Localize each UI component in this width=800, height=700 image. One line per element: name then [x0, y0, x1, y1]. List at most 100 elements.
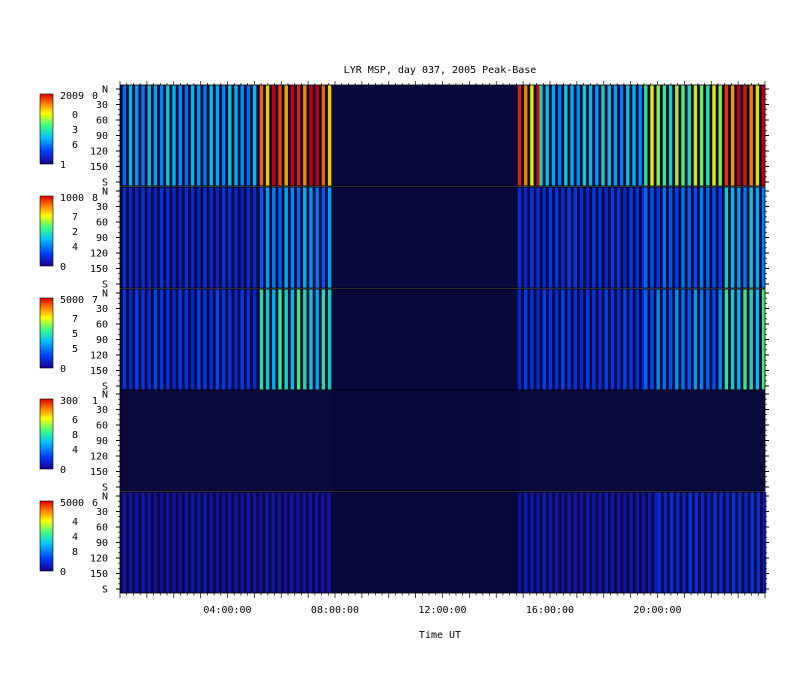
scan-stripe: [252, 289, 257, 390]
colorbar-tick-label: 5: [72, 329, 78, 340]
scan-stripe: [617, 187, 621, 288]
scan-stripe: [713, 492, 717, 593]
y-tick-label: 90: [96, 233, 108, 244]
scan-stripe: [296, 492, 300, 593]
colorbar-tick-label: 5: [72, 344, 78, 355]
scan-stripe: [573, 289, 577, 390]
scan-stripe: [141, 289, 145, 390]
scan-stripe: [265, 85, 270, 186]
scan-stripe: [517, 492, 522, 593]
scan-stripe: [303, 85, 307, 186]
scan-stripe: [656, 289, 660, 390]
scan-stripe: [548, 187, 553, 288]
scan-stripe: [315, 85, 319, 186]
y-tick-label: S: [102, 483, 108, 494]
colorbar-min-label: 0: [60, 262, 66, 273]
colorbar-max-label: 5000: [60, 498, 84, 509]
scan-stripe: [675, 289, 679, 390]
y-tick-label-extra: 8: [92, 193, 98, 204]
scan-stripe: [610, 289, 615, 390]
scan-stripe: [668, 85, 673, 186]
colorbar-gradient: [39, 398, 54, 470]
x-tick-label: 16:00:00: [526, 605, 574, 616]
scan-stripe: [147, 492, 151, 593]
scan-stripe: [178, 85, 182, 186]
scan-stripe: [172, 187, 176, 288]
scan-stripe: [570, 85, 574, 186]
scan-stripe: [272, 187, 276, 288]
panel-5: N 30 60 90 120 150 S 6: [90, 492, 769, 596]
scan-stripe: [308, 492, 313, 593]
scan-stripe: [524, 85, 528, 186]
scan-stripe: [743, 187, 747, 288]
colorbar-max-label: 2009: [60, 91, 84, 102]
y-tick-label: N: [102, 390, 108, 401]
scan-stripe: [215, 85, 220, 186]
scan-stripe: [303, 289, 307, 390]
activity-block: [259, 187, 332, 288]
scan-stripe: [147, 289, 151, 390]
scan-stripe: [259, 85, 264, 186]
scan-stripe: [610, 187, 615, 288]
scan-stripe: [623, 187, 627, 288]
colorbar-tick-label: 4: [72, 532, 78, 543]
scan-stripe: [604, 492, 608, 593]
colorbar-tick-label: 7: [72, 212, 78, 223]
x-axis: 04:00:00 08:00:00 12:00:00 16:00:00 20:00:00: [119, 81, 766, 616]
colorbar-tick-label: 6: [72, 140, 78, 151]
scan-stripe: [327, 492, 331, 593]
colorbar-min-label: 0: [60, 364, 66, 375]
scan-stripe: [724, 187, 729, 288]
scan-stripe: [638, 85, 642, 186]
x-axis-label: Time UT: [419, 630, 461, 641]
activity-block: [644, 289, 722, 390]
scan-stripe: [694, 492, 699, 593]
scan-stripe: [668, 289, 673, 390]
scan-stripe: [259, 187, 264, 288]
scan-stripe: [203, 492, 207, 593]
scan-stripe: [265, 289, 270, 390]
scan-stripe: [197, 85, 201, 186]
y-tick-label: 30: [96, 304, 108, 315]
scan-stripe: [284, 289, 288, 390]
scan-stripe: [675, 85, 679, 186]
scan-stripe: [240, 187, 244, 288]
scan-stripe: [675, 187, 679, 288]
scan-stripe: [539, 85, 543, 186]
scan-stripe: [215, 187, 220, 288]
colorbar-tick-label: 3: [72, 125, 78, 136]
colorbar-4: 300 6 8 40: [39, 396, 78, 476]
scan-stripe: [644, 289, 648, 390]
scan-stripe: [744, 492, 748, 593]
panel-3: N 30 60 90 120 150 S 7: [90, 289, 769, 393]
scan-stripe: [321, 85, 326, 186]
scan-stripe: [252, 492, 257, 593]
scan-stripe: [172, 85, 176, 186]
x-tick-label: 12:00:00: [418, 605, 466, 616]
scan-stripe: [756, 492, 761, 593]
scan-stripe: [153, 187, 158, 288]
scan-stripe: [592, 289, 596, 390]
scan-stripe: [178, 492, 182, 593]
y-tick-label: 60: [96, 116, 108, 127]
scan-stripe: [122, 187, 127, 288]
scan-stripe: [573, 187, 577, 288]
scan-stripe: [277, 492, 282, 593]
scan-stripe: [321, 187, 326, 288]
scan-stripe: [278, 187, 282, 288]
scan-stripe: [246, 85, 251, 186]
scan-stripe: [693, 289, 698, 390]
scan-stripe: [524, 289, 528, 390]
activity-block: [122, 492, 331, 593]
scan-stripe: [635, 492, 639, 593]
scan-stripe: [530, 85, 534, 186]
scan-stripe: [159, 85, 164, 186]
scan-stripe: [724, 289, 729, 390]
scan-stripe: [617, 492, 621, 593]
scan-stripe: [681, 85, 685, 186]
scan-stripe: [135, 187, 139, 288]
activity-block: [517, 492, 658, 593]
scan-stripe: [607, 85, 611, 186]
